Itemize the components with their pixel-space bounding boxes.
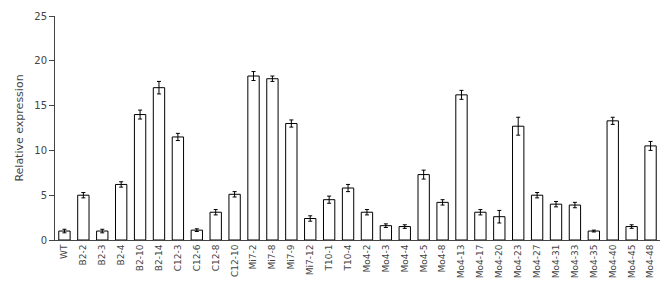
- svg-text:0: 0: [41, 235, 47, 246]
- svg-text:C12-10: C12-10: [230, 244, 240, 277]
- svg-text:Mo4-45: Mo4-45: [627, 245, 637, 279]
- svg-text:Mo4-17: Mo4-17: [475, 245, 485, 279]
- svg-text:Mi7-2: Mi7-2: [248, 245, 258, 270]
- svg-text:B2-2: B2-2: [78, 245, 88, 266]
- svg-text:WT: WT: [59, 244, 69, 259]
- svg-text:T10-1: T10-1: [324, 245, 334, 272]
- svg-text:Mo4-40: Mo4-40: [608, 244, 618, 278]
- svg-text:B2-3: B2-3: [97, 245, 107, 266]
- svg-text:Mi7-9: Mi7-9: [286, 244, 296, 269]
- svg-text:Mo4-27: Mo4-27: [532, 245, 542, 279]
- svg-text:Mo4-3: Mo4-3: [381, 245, 391, 273]
- svg-text:Mo4-2: Mo4-2: [362, 245, 372, 273]
- svg-text:C12-6: C12-6: [192, 244, 202, 271]
- svg-text:Mo4-8: Mo4-8: [438, 244, 448, 272]
- svg-text:5: 5: [41, 190, 47, 201]
- svg-text:10: 10: [34, 145, 47, 156]
- svg-text:B2-10: B2-10: [135, 244, 145, 271]
- svg-text:Mo4-20: Mo4-20: [494, 244, 504, 278]
- svg-text:C12-3: C12-3: [173, 245, 183, 272]
- svg-text:25: 25: [34, 11, 47, 22]
- svg-text:Mo4-23: Mo4-23: [513, 245, 523, 279]
- svg-text:Mo4-33: Mo4-33: [570, 245, 580, 279]
- svg-text:Mo4-31: Mo4-31: [551, 245, 561, 279]
- svg-text:Mi7-12: Mi7-12: [305, 245, 315, 276]
- svg-text:B2-14: B2-14: [154, 244, 164, 271]
- svg-text:20: 20: [34, 55, 47, 66]
- svg-text:B2-4: B2-4: [116, 244, 126, 265]
- svg-text:Relative expression: Relative expression: [13, 74, 26, 181]
- svg-text:C12-8: C12-8: [211, 244, 221, 271]
- svg-text:T10-4: T10-4: [343, 244, 353, 271]
- svg-text:15: 15: [34, 100, 47, 111]
- svg-text:Mo4-35: Mo4-35: [589, 245, 599, 279]
- svg-text:Mo4-5: Mo4-5: [419, 245, 429, 273]
- svg-text:Mo4-4: Mo4-4: [400, 244, 410, 272]
- svg-text:Mo4-48: Mo4-48: [645, 244, 655, 278]
- svg-text:Mo4-13: Mo4-13: [456, 245, 466, 279]
- svg-text:Mi7-8: Mi7-8: [267, 244, 277, 269]
